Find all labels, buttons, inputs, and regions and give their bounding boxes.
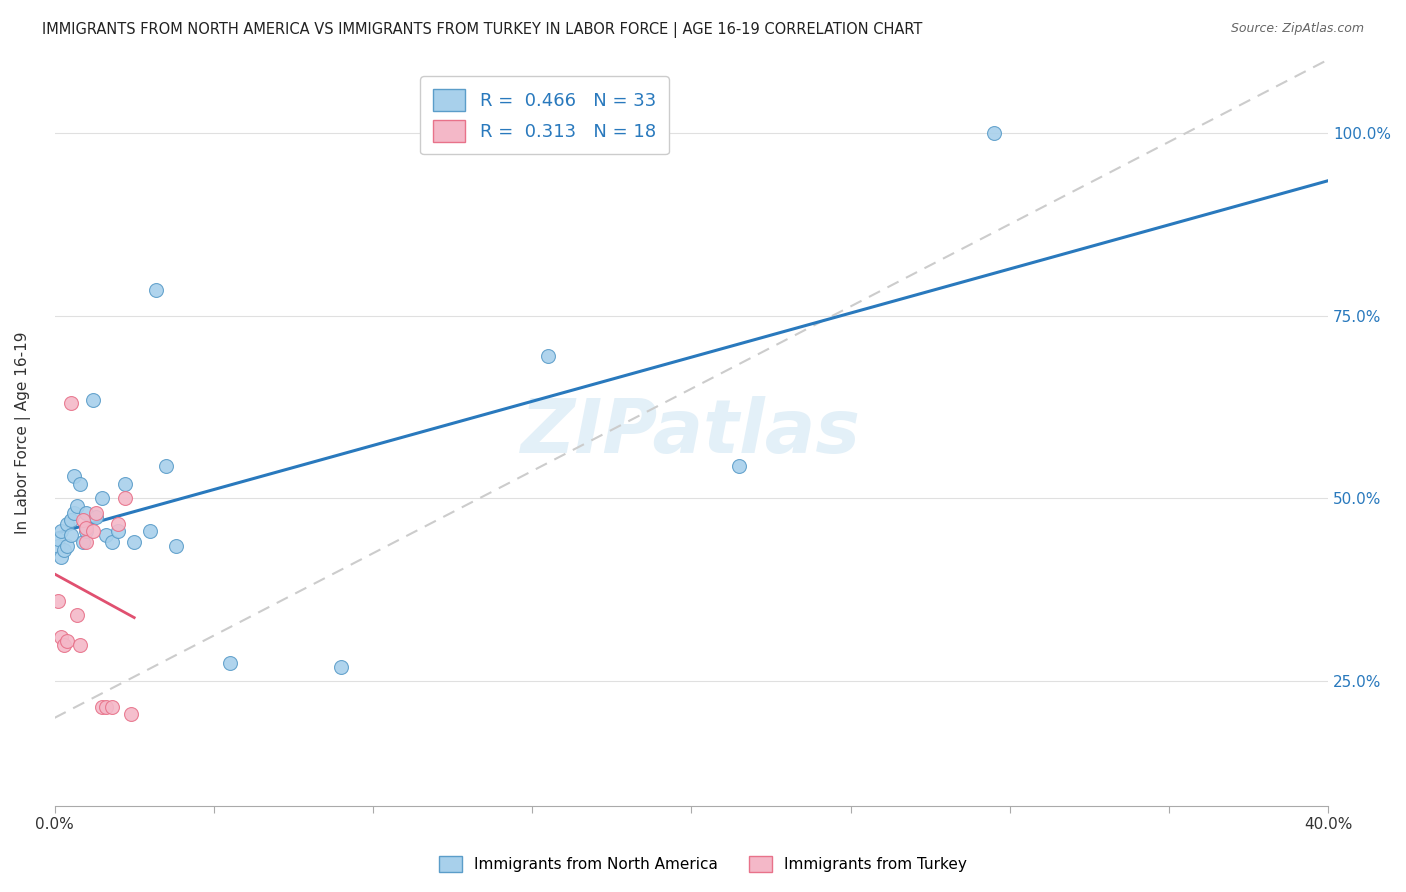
Point xyxy=(46,594,69,608)
Legend: Immigrants from North America, Immigrants from Turkey: Immigrants from North America, Immigrant… xyxy=(432,848,974,880)
Point xyxy=(53,542,76,557)
Point xyxy=(56,516,79,531)
Point xyxy=(56,634,79,648)
Point xyxy=(330,659,353,673)
Point xyxy=(69,476,91,491)
Point xyxy=(75,535,97,549)
Point xyxy=(155,458,177,473)
Point xyxy=(59,396,82,410)
Text: ZIPatlas: ZIPatlas xyxy=(522,396,862,469)
Point xyxy=(145,283,167,297)
Point xyxy=(49,631,72,645)
Point xyxy=(139,524,162,539)
Point xyxy=(983,126,1005,140)
Point xyxy=(114,491,136,506)
Point xyxy=(72,513,94,527)
Point xyxy=(107,516,129,531)
Point xyxy=(728,458,751,473)
Point xyxy=(75,506,97,520)
Legend: R =  0.466   N = 33, R =  0.313   N = 18: R = 0.466 N = 33, R = 0.313 N = 18 xyxy=(420,76,669,154)
Point xyxy=(62,469,84,483)
Point xyxy=(66,499,89,513)
Point xyxy=(537,349,560,363)
Point xyxy=(120,707,142,722)
Text: Source: ZipAtlas.com: Source: ZipAtlas.com xyxy=(1230,22,1364,36)
Point xyxy=(101,699,124,714)
Point xyxy=(82,392,104,407)
Point xyxy=(122,535,145,549)
Point xyxy=(46,539,69,553)
Point xyxy=(107,524,129,539)
Point xyxy=(75,521,97,535)
Point xyxy=(49,524,72,539)
Point xyxy=(69,638,91,652)
Point xyxy=(53,638,76,652)
Point xyxy=(114,476,136,491)
Y-axis label: In Labor Force | Age 16-19: In Labor Force | Age 16-19 xyxy=(15,331,31,533)
Text: IMMIGRANTS FROM NORTH AMERICA VS IMMIGRANTS FROM TURKEY IN LABOR FORCE | AGE 16-: IMMIGRANTS FROM NORTH AMERICA VS IMMIGRA… xyxy=(42,22,922,38)
Point xyxy=(101,535,124,549)
Point xyxy=(82,524,104,539)
Point xyxy=(84,509,107,524)
Point xyxy=(218,656,240,670)
Point xyxy=(49,549,72,564)
Point xyxy=(75,524,97,539)
Point xyxy=(62,506,84,520)
Point xyxy=(56,539,79,553)
Point xyxy=(66,608,89,623)
Point xyxy=(91,491,114,506)
Point xyxy=(72,535,94,549)
Point xyxy=(59,528,82,542)
Point xyxy=(84,506,107,520)
Point xyxy=(91,699,114,714)
Point xyxy=(59,513,82,527)
Point xyxy=(165,539,187,553)
Point xyxy=(94,528,117,542)
Point xyxy=(46,532,69,546)
Point xyxy=(94,699,117,714)
